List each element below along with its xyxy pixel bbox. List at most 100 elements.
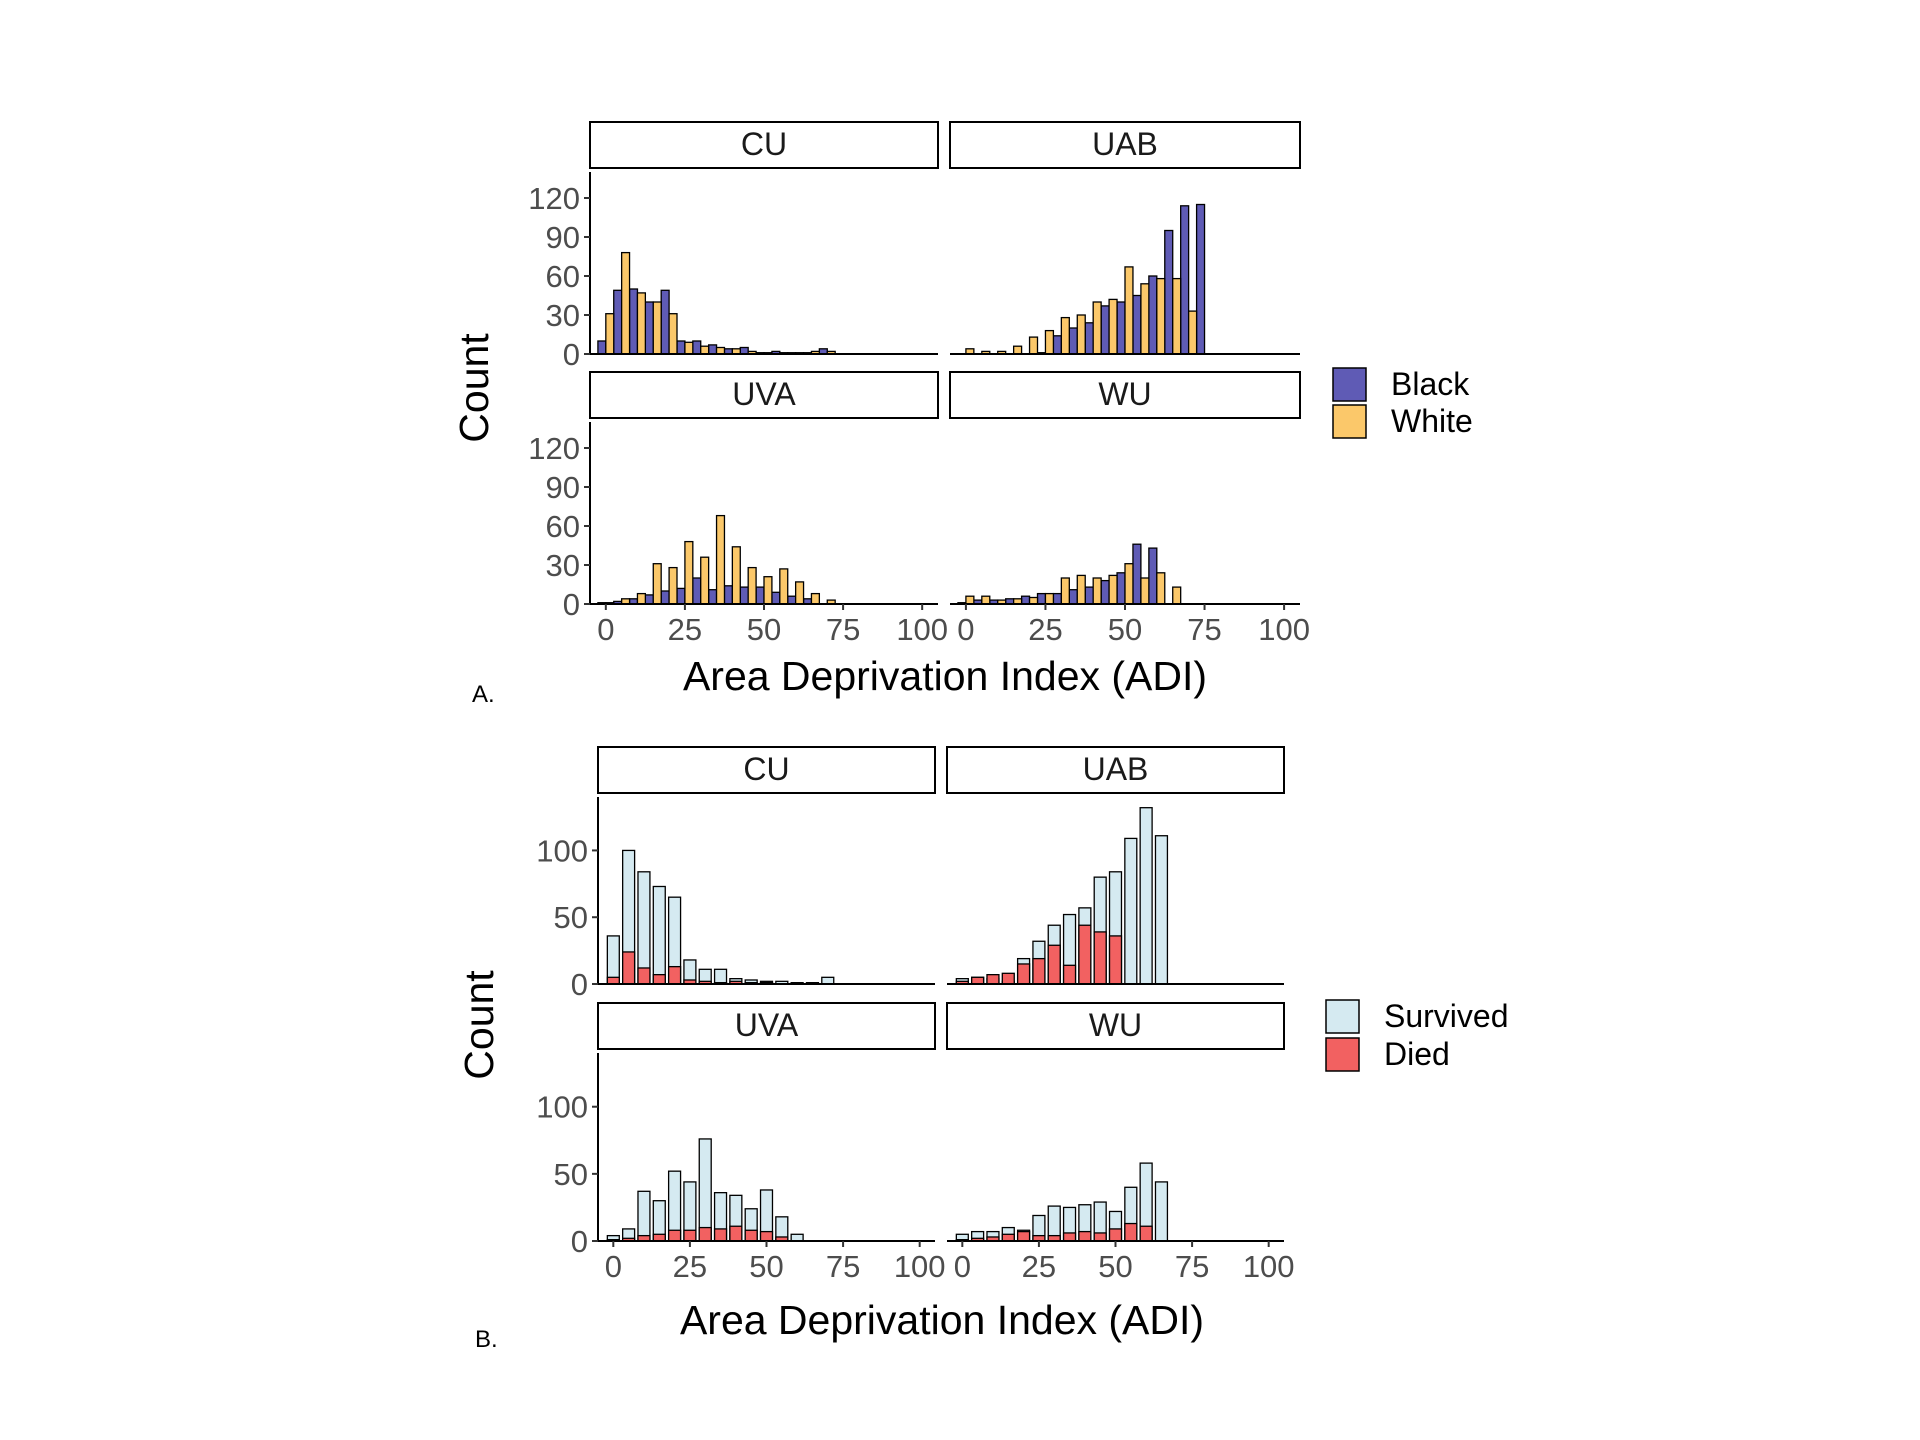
bar-died bbox=[713, 1228, 728, 1242]
legend-key-died bbox=[1325, 1037, 1360, 1072]
bar-died bbox=[667, 965, 682, 985]
facet-strip-label: UVA bbox=[732, 376, 796, 412]
x-tick-label: 0 bbox=[605, 1249, 622, 1284]
bar-died bbox=[1093, 1232, 1107, 1242]
bar-black bbox=[1116, 572, 1126, 605]
y-tick-label: 0 bbox=[571, 1224, 588, 1259]
bar-died bbox=[1016, 1230, 1031, 1242]
legend-label: Black bbox=[1391, 366, 1470, 402]
bar-white bbox=[1124, 266, 1134, 355]
bar-white bbox=[965, 595, 975, 605]
y-tick-label: 100 bbox=[536, 1090, 588, 1125]
legend-key-survived bbox=[1325, 999, 1360, 1034]
bar-white bbox=[779, 568, 789, 605]
bar-white bbox=[794, 581, 805, 605]
bar-died bbox=[744, 1229, 758, 1242]
bar-white bbox=[605, 313, 615, 355]
x-tick-label: 100 bbox=[1243, 1249, 1295, 1284]
y-tick-label: 0 bbox=[571, 967, 588, 1002]
bar-black bbox=[1052, 335, 1063, 355]
bar-white bbox=[1060, 577, 1070, 605]
x-axis-title: Area Deprivation Index (ADI) bbox=[680, 1297, 1204, 1343]
bar-survived bbox=[713, 968, 728, 985]
bar-black bbox=[739, 586, 749, 605]
bar-black bbox=[1116, 301, 1126, 355]
facet-strip-label: CU bbox=[741, 126, 787, 162]
bar-white bbox=[1092, 577, 1102, 605]
bar-died bbox=[667, 1229, 682, 1242]
x-tick-label: 100 bbox=[1258, 612, 1310, 647]
facet-panel-wu: WU 0 25 50 75 100 bbox=[949, 371, 1310, 647]
bar-white bbox=[1044, 592, 1055, 605]
y-tick-label: 60 bbox=[546, 509, 580, 544]
y-tick-label: 50 bbox=[554, 900, 588, 935]
bar-survived bbox=[1139, 807, 1153, 985]
bar-survived bbox=[790, 1233, 804, 1242]
bar-black bbox=[692, 577, 702, 605]
facet-strip-label: UAB bbox=[1083, 751, 1149, 787]
bar-white bbox=[1028, 336, 1039, 355]
y-tick-label: 60 bbox=[546, 259, 580, 294]
facet-panel-wu: WU 0 25 50 75 100 bbox=[946, 1002, 1295, 1284]
bar-black bbox=[723, 585, 734, 605]
bar-black bbox=[676, 340, 686, 355]
y-tick-label: 30 bbox=[546, 548, 580, 583]
bar-black bbox=[1132, 543, 1142, 605]
x-tick-label: 50 bbox=[1108, 612, 1142, 647]
bar-white bbox=[1012, 345, 1023, 355]
x-tick-label: 75 bbox=[1175, 1249, 1209, 1284]
bar-died bbox=[1078, 1230, 1092, 1242]
bar-survived bbox=[652, 885, 666, 985]
x-tick-label: 0 bbox=[954, 1249, 971, 1284]
facet-strip-label: WU bbox=[1089, 1007, 1142, 1043]
bar-black bbox=[613, 289, 623, 355]
bar-black bbox=[707, 589, 718, 605]
legend-label: White bbox=[1391, 403, 1473, 439]
bar-white bbox=[1124, 563, 1134, 605]
bar-white bbox=[1172, 586, 1182, 605]
bar-white bbox=[1108, 574, 1118, 605]
y-tick-label: 90 bbox=[546, 220, 580, 255]
bar-died bbox=[1062, 964, 1077, 985]
bar-black bbox=[1020, 595, 1031, 605]
bar-white bbox=[1076, 314, 1086, 355]
bar-died bbox=[1047, 944, 1061, 985]
y-tick-label: 100 bbox=[536, 833, 588, 868]
y-axis-title: Count bbox=[451, 333, 497, 443]
bar-died bbox=[1062, 1232, 1077, 1242]
bar-black bbox=[597, 340, 607, 355]
x-tick-label: 50 bbox=[749, 1249, 783, 1284]
panel-label: B. bbox=[475, 1326, 498, 1353]
facet-strip bbox=[597, 746, 936, 794]
bar-white bbox=[1044, 329, 1055, 355]
facet-strip-label: UAB bbox=[1092, 126, 1158, 162]
bar-white bbox=[668, 566, 678, 605]
bar-black bbox=[692, 340, 702, 355]
x-tick-label: 25 bbox=[673, 1249, 707, 1284]
bar-white bbox=[700, 556, 710, 605]
bar-white bbox=[684, 341, 694, 355]
bar-white bbox=[700, 345, 710, 355]
bar-white bbox=[1140, 283, 1150, 355]
bar-survived bbox=[637, 1190, 651, 1242]
bar-died bbox=[1139, 1225, 1153, 1242]
bar-black bbox=[628, 288, 639, 355]
bar-black bbox=[644, 594, 654, 605]
y-tick-label: 120 bbox=[528, 431, 580, 466]
bar-black bbox=[676, 587, 686, 605]
bar-died bbox=[1032, 957, 1046, 985]
bar-died bbox=[652, 974, 666, 985]
facet-strip-label: CU bbox=[743, 751, 789, 787]
y-tick-label: 30 bbox=[546, 298, 580, 333]
facet-strip-label: WU bbox=[1098, 376, 1151, 412]
bar-white bbox=[668, 313, 678, 355]
y-tick-label: 120 bbox=[528, 181, 580, 216]
bar-black bbox=[1180, 205, 1190, 355]
bar-black bbox=[1036, 592, 1047, 605]
bar-died bbox=[1078, 924, 1092, 985]
bar-white bbox=[652, 563, 662, 605]
x-tick-label: 75 bbox=[826, 1249, 860, 1284]
x-tick-label: 75 bbox=[1187, 612, 1221, 647]
legend-key-white bbox=[1332, 404, 1367, 439]
